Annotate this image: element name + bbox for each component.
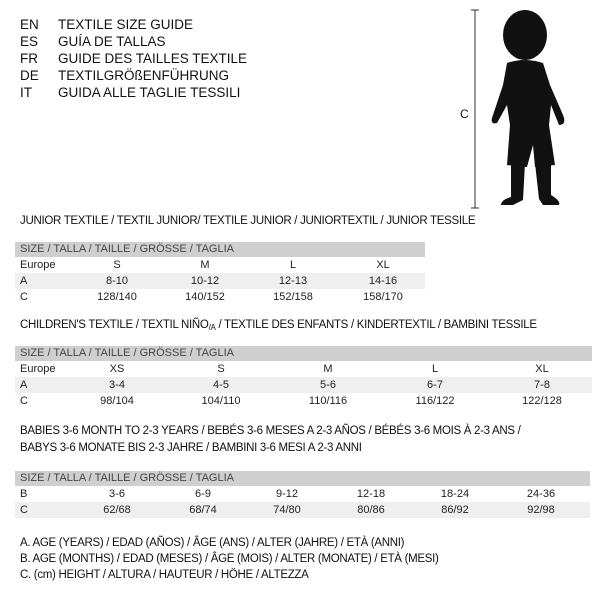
babies-title-line2: BABYS 3-6 MONATE BIS 2-3 JAHRE / BAMBINI… bbox=[20, 442, 362, 454]
cell: XS bbox=[109, 363, 125, 375]
cell: 74/80 bbox=[273, 504, 301, 516]
lang-code: DE bbox=[20, 68, 39, 83]
cell: 12-13 bbox=[278, 275, 308, 287]
cell: 14-16 bbox=[368, 275, 398, 287]
cell: 6-9 bbox=[195, 488, 211, 500]
table-row: Europe XS S M L XL bbox=[15, 361, 592, 377]
cell: 3-6 bbox=[109, 488, 125, 500]
table-row: C 128/140 140/152 152/158 158/170 bbox=[15, 289, 425, 305]
cell: 158/170 bbox=[363, 291, 403, 303]
row-label: C bbox=[20, 291, 28, 303]
cell: 24-36 bbox=[526, 488, 556, 500]
table-header: SIZE / TALLA / TAILLE / GRÖSSE / TAGLIA bbox=[15, 346, 592, 361]
table-row: B 3-6 6-9 9-12 12-18 18-24 24-36 bbox=[15, 486, 590, 502]
cell: 3-4 bbox=[109, 379, 125, 391]
cell: 7-8 bbox=[534, 379, 550, 391]
cell: 68/74 bbox=[189, 504, 217, 516]
cell: 116/122 bbox=[415, 395, 455, 407]
title-sub: /A bbox=[208, 323, 216, 332]
title-main: CHILDREN'S TEXTILE / TEXTIL NIÑO bbox=[20, 319, 209, 331]
cell: 152/158 bbox=[273, 291, 313, 303]
lang-text: TEXTILGRÖßENFÜHRUNG bbox=[58, 68, 230, 83]
table-row: C 62/68 68/74 74/80 80/86 86/92 92/98 bbox=[15, 502, 590, 518]
legend-c: C. (cm) HEIGHT / ALTURA / HAUTEUR / HÖHE… bbox=[20, 569, 309, 581]
height-label: C bbox=[460, 107, 469, 121]
cell: 18-24 bbox=[440, 488, 470, 500]
table-row: Europe S M L XL bbox=[15, 257, 425, 273]
lang-text: GUIDE DES TAILLES TEXTILE bbox=[58, 51, 248, 66]
cell: 9-12 bbox=[275, 488, 299, 500]
cell: L bbox=[289, 259, 297, 271]
row-label: B bbox=[20, 488, 28, 500]
title-rest: / TEXTILE DES ENFANTS / KINDERTEXTIL / B… bbox=[215, 319, 537, 331]
cell: S bbox=[217, 363, 225, 375]
cell: S bbox=[113, 259, 121, 271]
cell: 92/98 bbox=[527, 504, 555, 516]
row-label: A bbox=[20, 379, 28, 391]
cell: 5-6 bbox=[320, 379, 336, 391]
table-header: SIZE / TALLA / TAILLE / GRÖSSE / TAGLIA bbox=[15, 242, 425, 257]
cell: XL bbox=[376, 259, 390, 271]
cell: 12-18 bbox=[356, 488, 386, 500]
table-row: A 8-10 10-12 12-13 14-16 bbox=[15, 273, 425, 289]
cell: XL bbox=[535, 363, 549, 375]
table-header: SIZE / TALLA / TAILLE / GRÖSSE / TAGLIA bbox=[15, 471, 590, 486]
row-label: Europe bbox=[20, 259, 56, 271]
cell: 62/68 bbox=[103, 504, 131, 516]
cell: 86/92 bbox=[441, 504, 469, 516]
children-title: CHILDREN'S TEXTILE / TEXTIL NIÑO/A / TEX… bbox=[20, 319, 537, 332]
lang-code: ES bbox=[20, 34, 39, 49]
row-label: C bbox=[20, 395, 28, 407]
cell: L bbox=[431, 363, 439, 375]
cell: 140/152 bbox=[185, 291, 225, 303]
lang-es: ES GUÍA DE TALLAS bbox=[20, 33, 247, 50]
lang-fr: FR GUIDE DES TAILLES TEXTILE bbox=[20, 50, 247, 67]
babies-size-table: SIZE / TALLA / TAILLE / GRÖSSE / TAGLIA … bbox=[15, 471, 590, 518]
baby-silhouette-icon bbox=[471, 9, 565, 209]
lang-en: EN TEXTILE SIZE GUIDE bbox=[20, 16, 247, 33]
cell: 4-5 bbox=[213, 379, 229, 391]
lang-text: GUÍA DE TALLAS bbox=[58, 34, 166, 49]
lang-text: TEXTILE SIZE GUIDE bbox=[58, 17, 194, 32]
cell: 8-10 bbox=[105, 275, 129, 287]
cell: 10-12 bbox=[190, 275, 220, 287]
cell: M bbox=[200, 259, 210, 271]
cell: 98/104 bbox=[100, 395, 134, 407]
cell: 110/116 bbox=[308, 395, 348, 407]
babies-title-line1: BABIES 3-6 MONTH TO 2-3 YEARS / BEBÉS 3-… bbox=[20, 425, 521, 437]
children-size-table: SIZE / TALLA / TAILLE / GRÖSSE / TAGLIA … bbox=[15, 346, 592, 409]
lang-code: FR bbox=[20, 51, 38, 66]
lang-code: IT bbox=[20, 85, 32, 100]
lang-de: DE TEXTILGRÖßENFÜHRUNG bbox=[20, 67, 247, 84]
lang-it: IT GUIDA ALLE TAGLIE TESSILI bbox=[20, 84, 247, 101]
cell: 128/140 bbox=[97, 291, 137, 303]
lang-code: EN bbox=[20, 17, 39, 32]
row-label: Europe bbox=[20, 363, 56, 375]
language-list: EN TEXTILE SIZE GUIDE ES GUÍA DE TALLAS FR… bbox=[20, 16, 247, 101]
legend-b: B. AGE (MONTHS) / EDAD (MESES) / ÂGE (MO… bbox=[20, 553, 439, 565]
cell: 80/86 bbox=[357, 504, 385, 516]
legend-a: A. AGE (YEARS) / EDAD (AÑOS) / ÂGE (ANS)… bbox=[20, 537, 405, 549]
junior-size-table: SIZE / TALLA / TAILLE / GRÖSSE / TAGLIA … bbox=[15, 242, 425, 305]
row-label: C bbox=[20, 504, 28, 516]
cell: 6-7 bbox=[427, 379, 443, 391]
lang-text: GUIDA ALLE TAGLIE TESSILI bbox=[58, 85, 241, 100]
junior-title: JUNIOR TEXTILE / TEXTIL JUNIOR/ TEXTILE … bbox=[20, 215, 476, 227]
cell: 122/128 bbox=[522, 395, 562, 407]
cell: 104/110 bbox=[201, 395, 241, 407]
row-label: A bbox=[20, 275, 28, 287]
table-row: C 98/104 104/110 110/116 116/122 122/128 bbox=[15, 393, 592, 409]
cell: M bbox=[323, 363, 333, 375]
height-figure: C bbox=[455, 5, 575, 215]
table-row: A 3-4 4-5 5-6 6-7 7-8 bbox=[15, 377, 592, 393]
